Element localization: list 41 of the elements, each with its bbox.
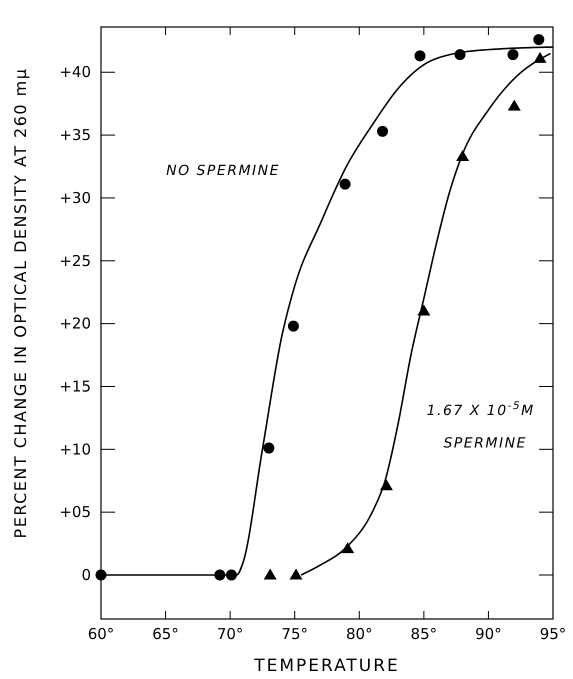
x-tick-label: 70°: [216, 625, 244, 643]
y-tick-label: +30: [59, 188, 91, 207]
y-tick-label: 0: [81, 566, 91, 584]
annotation: 1.67 X 10$^{-5}$M: [426, 400, 535, 419]
point: [454, 49, 466, 60]
x-tick-label: 60°: [88, 625, 114, 643]
point: [288, 320, 299, 332]
annotation: SPERMINE: [443, 435, 527, 452]
point: [380, 479, 393, 490]
point: [377, 126, 388, 137]
point: [264, 568, 277, 580]
point: [508, 100, 521, 111]
x-tick-label: 75°: [281, 625, 308, 643]
x-tick-label: 95°: [540, 625, 566, 643]
y-tick-label: +15: [59, 377, 91, 396]
x-tick-label: 90°: [475, 625, 502, 643]
point: [340, 178, 351, 190]
point: [96, 570, 106, 581]
x-axis-title: TEMPERATURE: [253, 656, 400, 676]
x-tick-label: 65°: [152, 625, 179, 643]
point: [226, 570, 237, 581]
point: [456, 150, 470, 161]
y-tick-label: +25: [59, 252, 91, 270]
point: [263, 442, 274, 454]
point: [414, 50, 426, 62]
point: [341, 542, 354, 554]
point: [533, 34, 544, 46]
point: [214, 570, 226, 581]
y-tick-label: +10: [59, 440, 91, 458]
x-tick-label: 85°: [410, 625, 438, 643]
point: [417, 304, 430, 316]
y-tick-label: +35: [59, 126, 91, 144]
y-tick-label: +05: [59, 503, 91, 522]
y-axis-title: PERCENT CHANGE IN OPTICAL DENSITY AT 260 mμ: [11, 68, 30, 538]
point: [290, 568, 303, 580]
annotation: NO SPERMINE: [166, 163, 280, 179]
point: [507, 49, 518, 60]
x-tick-label: 80°: [346, 625, 373, 643]
point: [534, 52, 547, 63]
y-tick-label: +40: [59, 63, 91, 82]
y-tick-label: +20: [59, 314, 91, 333]
